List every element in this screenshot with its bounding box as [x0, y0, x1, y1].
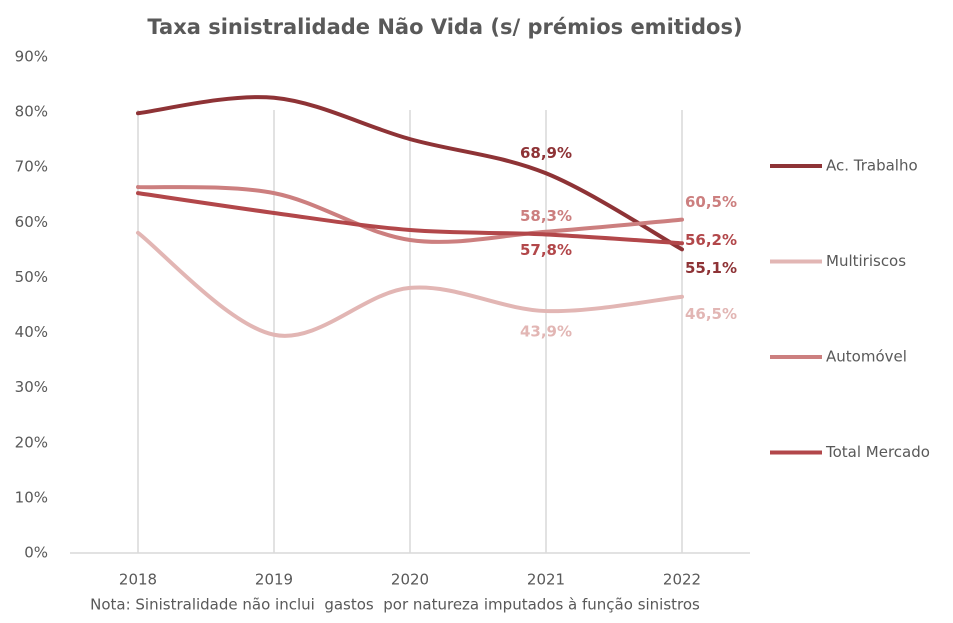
data-label: 56,2% [685, 231, 737, 249]
y-tick-label: 40% [15, 323, 48, 341]
note: Nota: Sinistralidade não inclui gastos p… [90, 596, 700, 614]
data-label: 60,5% [685, 193, 737, 211]
data-label: 57,8% [520, 241, 572, 259]
data-label: 43,9% [520, 323, 572, 341]
y-tick-label: 30% [15, 378, 48, 396]
y-tick-label: 80% [15, 103, 48, 121]
legend-label: Multiriscos [826, 252, 906, 270]
series-line [136, 191, 684, 246]
x-tick-label: 2022 [663, 571, 701, 589]
x-tick-label: 2021 [527, 571, 565, 589]
x-tick-label: 2018 [119, 571, 157, 589]
chart-title: Taxa sinistralidade Não Vida (s/ prémios… [147, 15, 742, 39]
data-label: 55,1% [685, 259, 737, 277]
data-label: 68,9% [520, 144, 572, 162]
legend-label: Total Mercado [825, 443, 930, 461]
legend-label: Ac. Trabalho [826, 157, 918, 175]
y-tick-label: 70% [15, 158, 48, 176]
series-line [136, 230, 684, 338]
x-tick-label: 2019 [255, 571, 293, 589]
y-tick-label: 50% [15, 268, 48, 286]
series-line [136, 185, 684, 244]
y-tick-label: 0% [24, 544, 48, 562]
x-tick-label: 2020 [391, 571, 429, 589]
y-tick-label: 90% [15, 48, 48, 66]
y-tick-label: 60% [15, 213, 48, 231]
legend-label: Automóvel [826, 348, 907, 366]
data-label: 46,5% [685, 305, 737, 323]
y-tick-label: 10% [15, 488, 48, 506]
series-line [136, 95, 684, 252]
data-label: 58,3% [520, 207, 572, 225]
y-tick-label: 20% [15, 433, 48, 451]
